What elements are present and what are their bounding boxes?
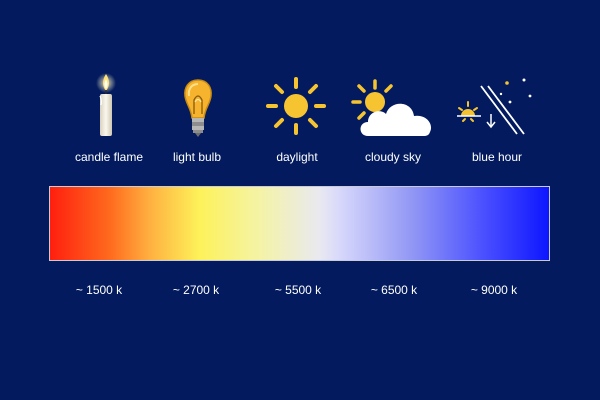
sun-icon [265, 76, 327, 138]
label-daylight: daylight [276, 150, 318, 164]
label-blue-hour: blue hour [471, 150, 523, 164]
label-light-bulb: light bulb [172, 150, 222, 164]
sun-cloud-icon [350, 78, 436, 140]
label-candle-flame: candle flame [74, 150, 144, 164]
candle-flame-icon [92, 72, 120, 138]
temperature-candle-flame: ~ 1500 k [75, 283, 123, 297]
temperature-cloudy-sky: ~ 6500 k [370, 283, 418, 297]
light-bulb-icon [182, 78, 214, 140]
temperature-blue-hour: ~ 9000 k [470, 283, 518, 297]
temperature-light-bulb: ~ 2700 k [172, 283, 220, 297]
label-cloudy-sky: cloudy sky [364, 150, 422, 164]
moon-stars-sunset-icon [455, 74, 535, 138]
temperature-daylight: ~ 5500 k [274, 283, 322, 297]
color-temperature-spectrum [49, 186, 550, 261]
